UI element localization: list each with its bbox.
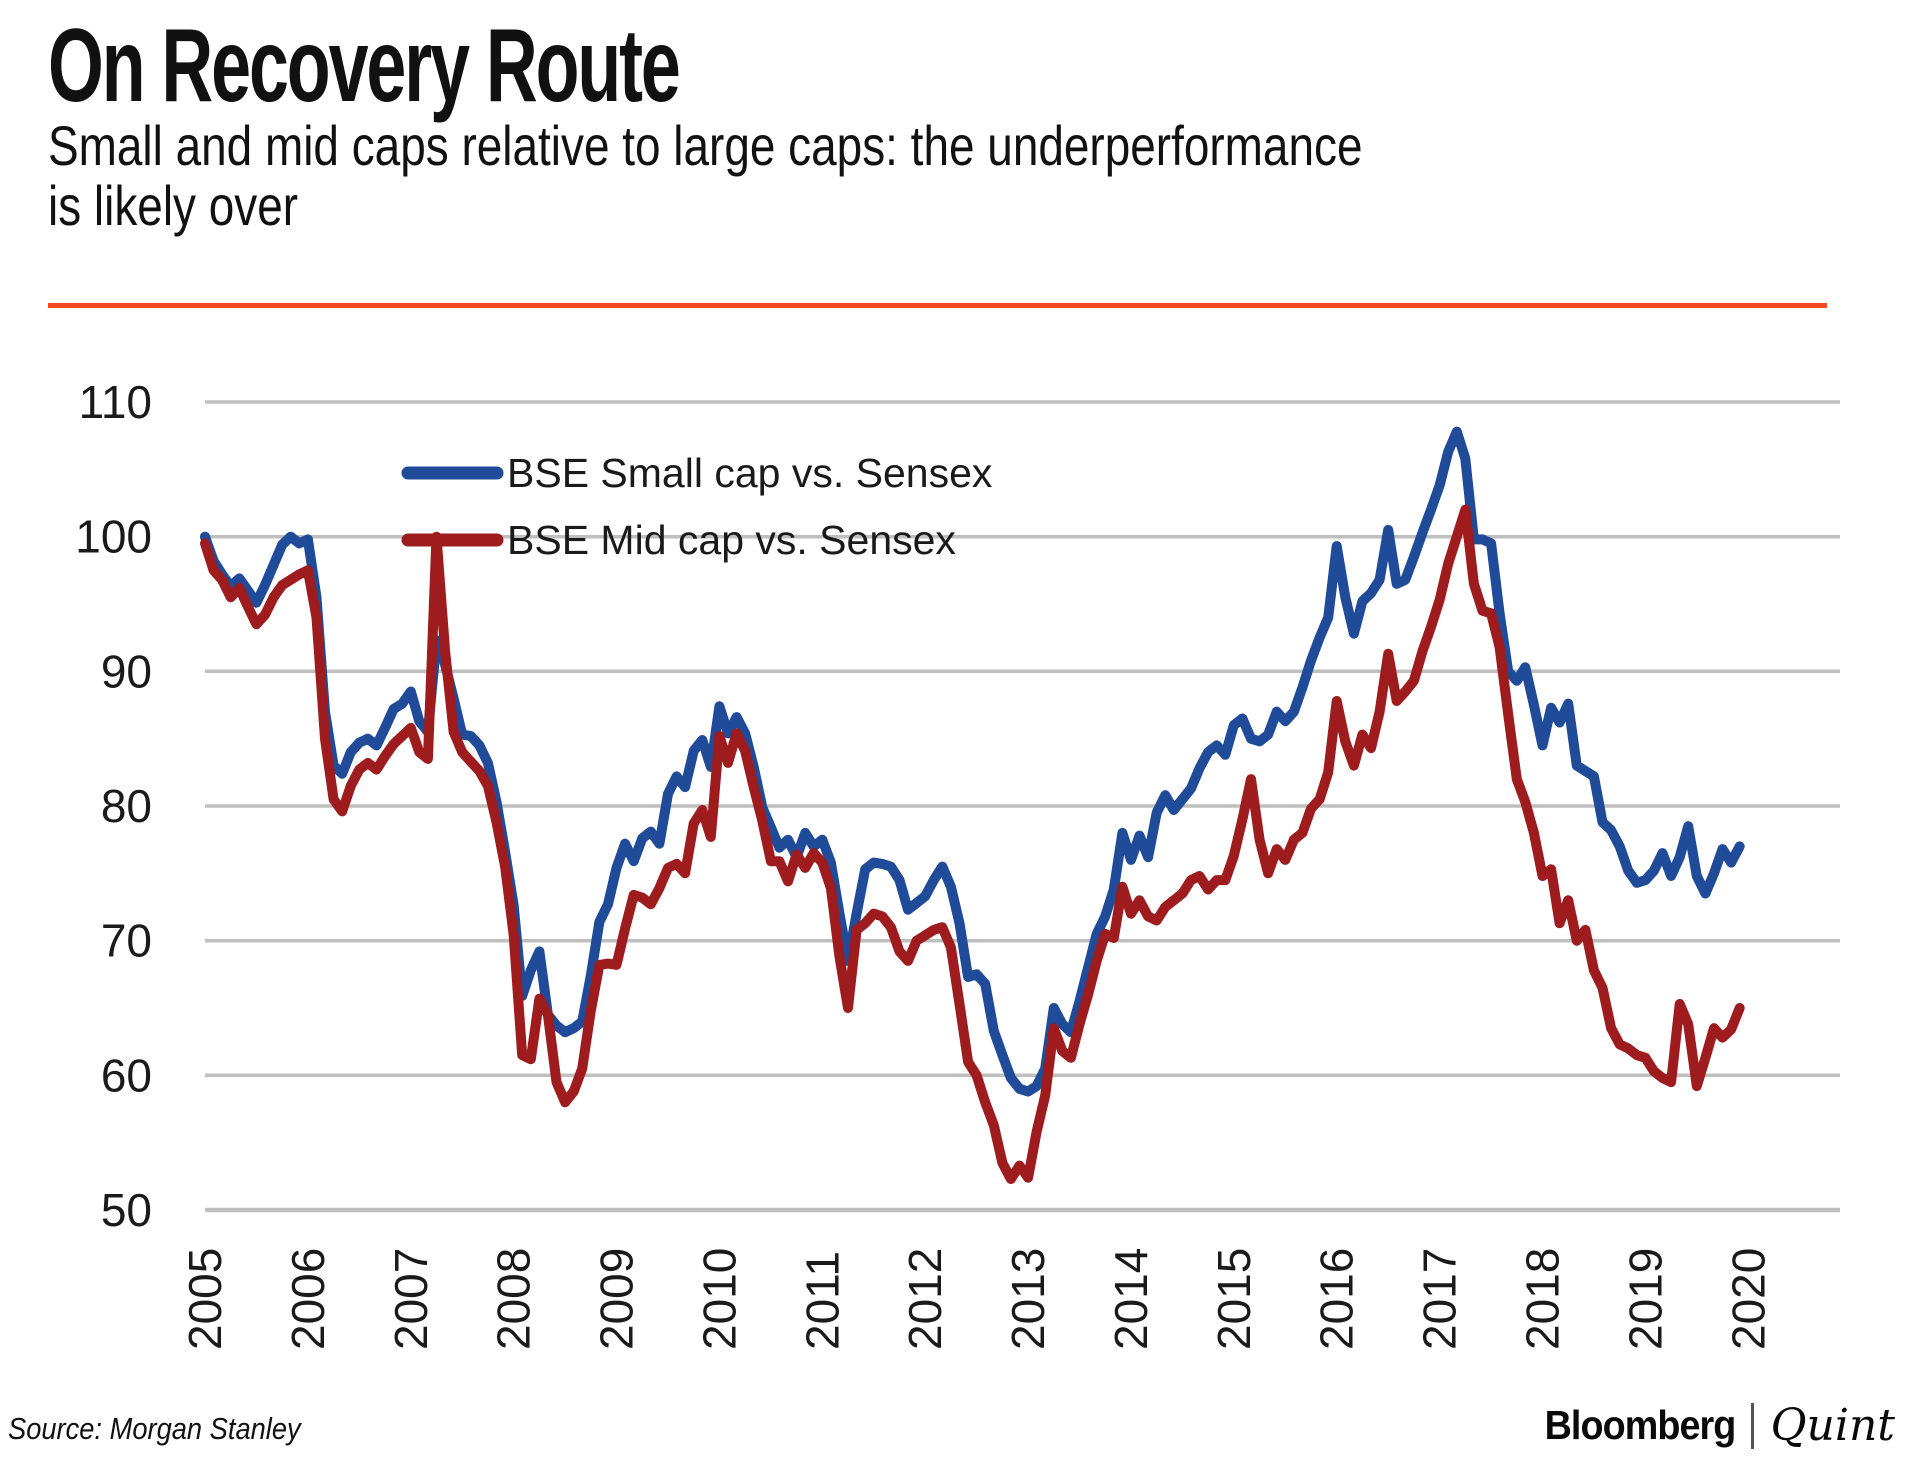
y-axis-label-50: 50 (101, 1184, 152, 1236)
x-axis-label-2020: 2020 (1722, 1248, 1774, 1350)
chart-subtitle-line-2: is likely over (48, 174, 299, 237)
x-axis-label-2012: 2012 (899, 1248, 951, 1350)
quint-wordmark: Quint (1770, 1400, 1895, 1451)
legend-label-small-cap: BSE Small cap vs. Sensex (507, 450, 993, 496)
series-line-mid-cap (200, 504, 1745, 1184)
x-axis-label-2007: 2007 (385, 1248, 437, 1350)
y-axis-label-70: 70 (101, 915, 152, 967)
y-axis-label-90: 90 (101, 645, 152, 697)
page-title: On Recovery Route (48, 8, 681, 124)
series-line-small-cap (200, 426, 1745, 1097)
chart-subtitle-line-1: Small and mid caps relative to large cap… (48, 114, 1363, 177)
x-axis-label-2019: 2019 (1619, 1248, 1671, 1350)
x-axis-label-2018: 2018 (1517, 1248, 1569, 1350)
x-axis-label-2014: 2014 (1105, 1248, 1157, 1350)
x-axis-label-2013: 2013 (1002, 1248, 1054, 1350)
legend-label-mid-cap: BSE Mid cap vs. Sensex (507, 517, 956, 563)
x-axis-label-2008: 2008 (488, 1248, 540, 1350)
chart-subtitle: Small and mid caps relative to large cap… (48, 116, 1363, 236)
x-axis-label-2011: 2011 (796, 1251, 848, 1350)
accent-divider-rule (48, 303, 1827, 308)
x-axis-label-2006: 2006 (282, 1248, 334, 1350)
x-axis-label-2015: 2015 (1208, 1248, 1260, 1350)
y-axis-label-80: 80 (101, 780, 152, 832)
x-axis-label-2017: 2017 (1414, 1248, 1466, 1350)
x-axis-label-2009: 2009 (591, 1248, 643, 1350)
source-attribution: Source: Morgan Stanley (8, 1411, 301, 1446)
logo-divider-bar (1751, 1402, 1755, 1449)
bloomberg-wordmark: Bloomberg (1544, 1402, 1737, 1448)
bloomberg-quint-logo: Bloomberg Quint (1528, 1400, 1895, 1451)
x-axis-label-2010: 2010 (693, 1248, 745, 1350)
y-axis-label-60: 60 (101, 1049, 152, 1101)
y-axis-label-100: 100 (75, 511, 152, 563)
x-axis-label-2016: 2016 (1311, 1248, 1363, 1350)
y-axis-label-110: 110 (79, 376, 152, 428)
x-axis-label-2005: 2005 (179, 1248, 231, 1350)
